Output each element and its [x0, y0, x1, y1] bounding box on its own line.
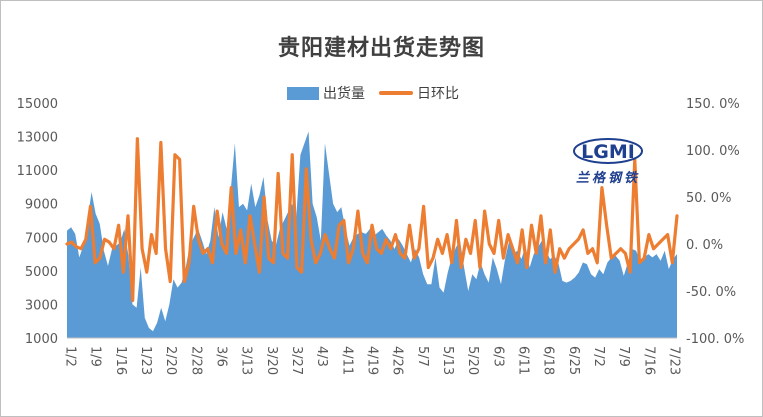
- y-right-tick-label: -100. 0%: [686, 332, 744, 347]
- x-tick-label: 1/16: [113, 346, 128, 375]
- lgmi-logo: LGMI 兰格钢铁: [573, 138, 643, 186]
- x-tick-label: 4/3: [314, 346, 329, 367]
- x-tick-label: 6/11: [516, 346, 531, 375]
- chart-title: 贵阳建材出货走势图: [277, 36, 485, 61]
- x-tick-label: 4/26: [390, 346, 405, 375]
- chart-legend: 出货量 日环比: [287, 83, 459, 103]
- x-tick-label: 1/2: [63, 346, 78, 367]
- legend-label-area: 出货量: [323, 86, 365, 102]
- y-left-tick-label: 3000: [25, 298, 58, 313]
- x-tick-label: 1/23: [138, 346, 153, 375]
- x-tick-label: 4/11: [339, 346, 354, 375]
- x-tick-label: 7/2: [591, 346, 606, 367]
- x-tick-label: 5/7: [415, 346, 430, 367]
- y-left-tick-label: 9000: [25, 198, 58, 213]
- y-left-tick-label: 7000: [25, 231, 58, 246]
- y-right-tick-label: 0. 0%: [686, 238, 723, 253]
- x-tick-label: 5/13: [440, 346, 455, 375]
- x-tick-label: 3/13: [239, 346, 254, 375]
- x-tick-label: 6/3: [490, 346, 505, 367]
- x-tick-label: 6/18: [541, 346, 556, 375]
- line-series-daily-change: [65, 137, 679, 302]
- y-left-tick-label: 11000: [17, 164, 58, 179]
- legend-swatch-line: [379, 91, 413, 95]
- x-tick-label: 2/20: [163, 346, 178, 375]
- x-tick-label: 5/20: [465, 346, 480, 375]
- y-right-tick-label: 100. 0%: [686, 144, 740, 159]
- y-right-tick-label: -50. 0%: [686, 285, 736, 300]
- y-left-tick-label: 1000: [25, 332, 58, 347]
- legend-label-line: 日环比: [417, 86, 459, 102]
- y-left-tick-label: 13000: [17, 131, 58, 146]
- svg-text:LGMI: LGMI: [581, 141, 635, 163]
- y-left-tick-label: 15000: [17, 97, 58, 112]
- y-left-tick-label: 5000: [25, 265, 58, 280]
- svg-text:兰格钢铁: 兰格钢铁: [576, 170, 640, 186]
- x-tick-label: 2/28: [188, 346, 203, 375]
- x-tick-label: 7/23: [667, 346, 682, 375]
- x-tick-label: 1/9: [88, 346, 103, 367]
- x-tick-label: 3/27: [289, 346, 304, 375]
- x-tick-label: 3/6: [214, 346, 229, 367]
- x-tick-label: 6/25: [566, 346, 581, 375]
- x-tick-label: 3/20: [264, 346, 279, 375]
- x-tick-label: 7/9: [616, 346, 631, 367]
- y-right-tick-label: 150. 0%: [686, 97, 740, 112]
- y-right-tick-label: 50. 0%: [686, 191, 731, 206]
- legend-swatch-area: [287, 86, 319, 100]
- x-tick-label: 4/19: [365, 346, 380, 375]
- x-tick-label: 7/16: [641, 346, 656, 375]
